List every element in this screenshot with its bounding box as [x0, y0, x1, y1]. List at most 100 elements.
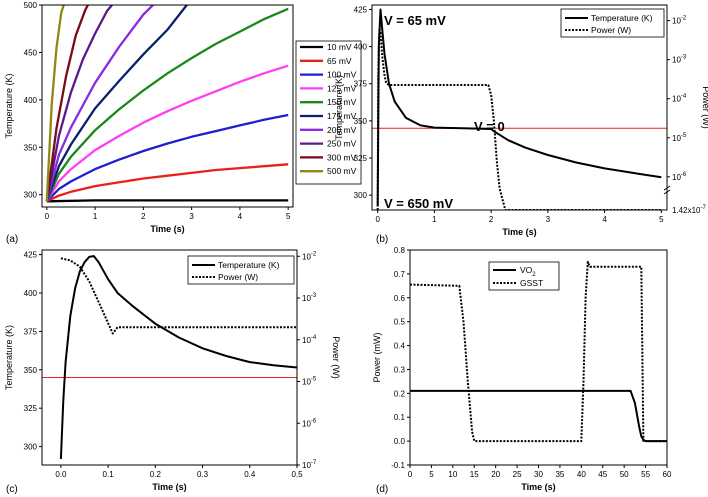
legend-label: Temperature (K) [591, 13, 653, 23]
y-tick-label: 325 [354, 154, 368, 163]
series-line-125-mv [45, 64, 289, 202]
x-tick-label: 10 [448, 470, 457, 479]
y-tick-label: 0.0 [394, 437, 406, 446]
legend-box [560, 8, 665, 38]
panel-label: (b) [376, 234, 388, 245]
x-tick-label: 25 [513, 470, 522, 479]
y-tick-label: 0.6 [394, 294, 406, 303]
legend-label: 250 mV [327, 139, 357, 149]
panel-label: (c) [6, 484, 18, 495]
x-tick-label: 0.0 [55, 470, 67, 479]
x-tick-label: 2 [141, 212, 146, 221]
series-line-power-w- [376, 27, 662, 210]
x-tick-label: 1 [432, 215, 437, 224]
y2-axis-title: Power (W) [701, 86, 708, 129]
x-tick-label: 5 [659, 215, 664, 224]
y-tick-label: 400 [354, 43, 368, 52]
y-tick-label: 0.4 [394, 342, 406, 351]
legend-label: 125 mV [327, 83, 357, 93]
legend-label: GSST [520, 278, 543, 288]
y-tick-label: -0.1 [391, 461, 405, 470]
series-line-vo [410, 389, 667, 443]
y-tick-label: 400 [24, 96, 38, 105]
y-tick-label: 300 [24, 443, 38, 452]
x-tick-label: 5 [429, 470, 434, 479]
y2-tick-label: 10-2 [302, 251, 317, 261]
y2-tick-label: 10-4 [302, 335, 317, 345]
y-tick-label: 500 [24, 1, 38, 10]
y-tick-label: 0.8 [394, 246, 406, 255]
y-tick-label: 425 [24, 251, 38, 260]
y2-tick-label: 10-5 [672, 133, 687, 143]
x-tick-label: 0.1 [103, 470, 115, 479]
x-tick-label: 35 [555, 470, 564, 479]
series-line-200-mv [45, 5, 154, 202]
y2-tick-label: 10-6 [672, 172, 687, 182]
x-tick-label: 20 [491, 470, 500, 479]
series-line-175-mv [45, 5, 188, 202]
legend-label: 300 mV [327, 152, 357, 162]
y-tick-label: 375 [24, 327, 38, 336]
x-tick-label: 30 [534, 470, 543, 479]
x-tick-label: 0 [408, 470, 413, 479]
y-tick-label: 350 [354, 117, 368, 126]
legend-label: VO2 [520, 265, 536, 278]
y-tick-label: 425 [354, 5, 368, 14]
x-tick-label: 40 [577, 470, 586, 479]
y-tick-label: 350 [24, 143, 38, 152]
y-tick-label: 0.3 [394, 365, 406, 374]
x-tick-label: 3 [189, 212, 194, 221]
y2-tick-label: 10-5 [302, 377, 317, 387]
y-tick-label: 400 [24, 289, 38, 298]
x-tick-label: 1 [93, 212, 98, 221]
legend-label: Power (W) [218, 272, 258, 282]
x-tick-label: 2 [489, 215, 494, 224]
y-tick-label: 450 [24, 48, 38, 57]
x-tick-label: 0.5 [291, 470, 303, 479]
y-tick-label: 0.1 [394, 413, 406, 422]
x-axis-title: Time (s) [152, 482, 186, 492]
y-tick-label: 350 [24, 366, 38, 375]
annotation-v65: V = 65 mV [384, 13, 446, 28]
y2-axis-title: Power (W) [331, 336, 341, 379]
series-line-65-mv [46, 163, 289, 203]
series-line-100-mv [45, 113, 289, 203]
legend-label: Power (W) [591, 25, 631, 35]
x-tick-label: 0.4 [244, 470, 256, 479]
x-axis-title: Time (s) [150, 224, 184, 234]
y-tick-label: 300 [24, 191, 38, 200]
legend-label: 65 mV [327, 56, 352, 66]
series-line-temperature-k- [59, 255, 297, 459]
legend-box [295, 40, 362, 185]
y-tick-label: 325 [24, 404, 38, 413]
x-tick-label: 15 [470, 470, 479, 479]
legend-label: 175 mV [327, 111, 357, 121]
series-line-10-mv [46, 199, 289, 203]
series-line-150-mv [45, 7, 289, 202]
y-axis-title: Temperature (K) [334, 75, 344, 140]
legend-box [187, 255, 295, 285]
y-axis-title: Temperature (K) [4, 73, 14, 138]
x-tick-label: 0.3 [197, 470, 209, 479]
series-line-gsst [410, 260, 667, 443]
series-line-250-mv [45, 5, 113, 202]
plot-frame [41, 249, 298, 466]
legend-label: 150 mV [327, 97, 357, 107]
x-tick-label: 0 [375, 215, 380, 224]
legend-label: 200 mV [327, 125, 357, 135]
axis-break [663, 185, 671, 191]
legend-label: 10 mV [327, 42, 352, 52]
x-tick-label: 0.2 [150, 470, 162, 479]
x-tick-label: 0 [45, 212, 50, 221]
series-line-500-mv [45, 5, 65, 202]
x-tick-label: 55 [641, 470, 650, 479]
y-axis-title: Temperature (K) [4, 325, 14, 390]
y2-tick-label: 10-3 [302, 293, 317, 303]
y2-tick-label: 10-4 [672, 94, 687, 104]
plot-frame [371, 4, 668, 211]
y2-bottom-tick-label: 1.42x10-7 [672, 205, 706, 215]
panel-label: (a) [6, 234, 18, 245]
legend-box [488, 261, 560, 291]
x-axis-title: Time (s) [502, 227, 536, 237]
